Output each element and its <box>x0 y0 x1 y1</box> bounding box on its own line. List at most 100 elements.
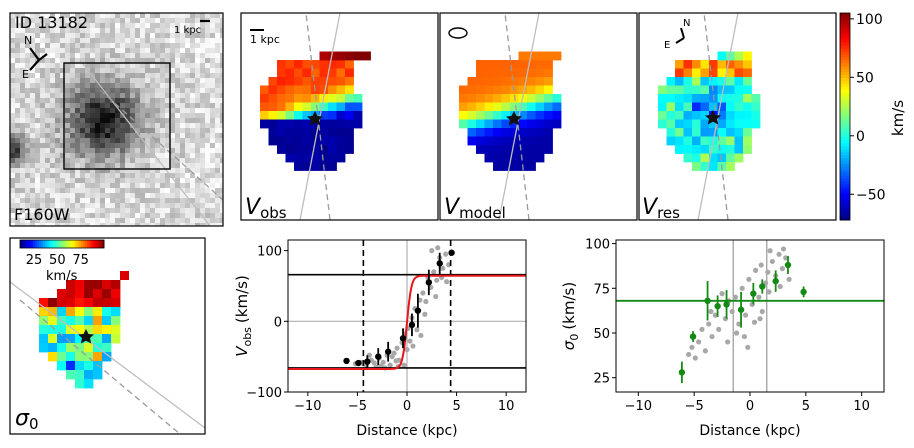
image-pixel <box>160 193 165 198</box>
image-pixel <box>215 58 220 63</box>
image-pixel <box>155 213 160 218</box>
image-pixel <box>20 83 25 88</box>
image-pixel <box>115 43 120 48</box>
vobs-pixel <box>328 162 337 171</box>
image-pixel <box>220 203 223 208</box>
image-pixel <box>140 63 145 68</box>
image-pixel <box>195 168 200 173</box>
image-pixel <box>105 198 110 203</box>
image-pixel <box>150 88 155 93</box>
image-pixel <box>35 143 40 148</box>
vobs-pixel <box>268 136 278 146</box>
image-pixel <box>50 83 55 88</box>
image-pixel <box>35 173 40 178</box>
image-pixel <box>120 63 125 68</box>
vres-pixel <box>709 119 718 129</box>
image-pixel <box>155 63 160 68</box>
image-pixel <box>220 103 223 108</box>
image-pixel <box>160 118 165 123</box>
vmodel-pixel <box>501 119 511 129</box>
image-pixel <box>30 73 35 78</box>
colorbar-segment <box>840 98 850 103</box>
image-pixel <box>55 73 60 78</box>
sigma-pixel <box>66 334 76 344</box>
image-pixel <box>145 108 150 113</box>
image-pixel <box>65 143 70 148</box>
image-pixel <box>165 93 170 98</box>
image-pixel <box>165 193 170 198</box>
image-pixel <box>95 28 100 33</box>
image-pixel <box>220 158 223 163</box>
image-pixel <box>40 153 45 158</box>
image-pixel <box>140 163 145 168</box>
image-pixel <box>100 53 105 58</box>
image-pixel <box>105 133 110 138</box>
image-pixel <box>170 193 175 198</box>
colorbar-segment <box>83 240 86 248</box>
image-pixel <box>195 33 200 38</box>
image-pixel <box>170 78 175 83</box>
image-pixel <box>190 163 195 168</box>
image-pixel <box>70 133 75 138</box>
vres-pixel <box>726 162 735 171</box>
vmodel-pixel <box>501 111 511 120</box>
colorbar-segment <box>840 160 850 165</box>
image-pixel <box>20 23 25 28</box>
image-pixel <box>145 38 150 43</box>
colorbar-segment <box>840 13 850 17</box>
image-pixel <box>20 143 25 148</box>
image-pixel <box>75 103 80 108</box>
sigma-pixel <box>84 280 94 290</box>
image-pixel <box>175 108 180 113</box>
vres-pixel <box>717 119 727 129</box>
image-pixel <box>200 63 205 68</box>
image-pixel <box>180 208 185 213</box>
image-pixel <box>210 43 215 48</box>
image-pixel <box>75 188 80 193</box>
vres-pixel <box>734 111 744 120</box>
image-pixel <box>105 103 110 108</box>
image-pixel <box>145 23 150 28</box>
image-pixel <box>65 203 70 208</box>
image-pixel <box>10 198 15 203</box>
image-pixel <box>205 213 210 218</box>
image-pixel <box>20 218 25 223</box>
image-pixel <box>115 78 120 83</box>
image-pixel <box>135 148 140 153</box>
dispersion-plot-area <box>616 240 884 392</box>
vres-pixel <box>675 136 684 146</box>
image-pixel <box>50 213 55 218</box>
image-pixel <box>105 153 110 158</box>
image-pixel <box>165 188 170 193</box>
image-pixel <box>70 88 75 93</box>
image-pixel <box>90 223 95 226</box>
image-pixel <box>90 53 95 58</box>
image-pixel <box>215 33 220 38</box>
image-pixel <box>25 113 30 118</box>
image-pixel <box>220 163 223 168</box>
image-pixel <box>110 18 115 23</box>
image-pixel <box>50 68 55 73</box>
x-tick-label: −10 <box>625 399 652 414</box>
spaxel-point <box>692 355 698 361</box>
image-pixel <box>15 63 20 68</box>
image-pixel <box>130 198 135 203</box>
image-pixel <box>140 88 145 93</box>
image-pixel <box>75 173 80 178</box>
image-pixel <box>80 98 85 103</box>
vres-pixel <box>692 128 701 137</box>
vobs-pixel <box>285 77 295 86</box>
image-pixel <box>110 143 115 148</box>
vres-pixel <box>700 136 710 146</box>
image-pixel <box>200 23 205 28</box>
image-pixel <box>15 113 20 118</box>
image-pixel <box>200 48 205 53</box>
sigma-pixel <box>57 307 67 317</box>
vobs-pixel <box>345 102 354 112</box>
image-pixel <box>10 218 15 223</box>
image-pixel <box>165 73 170 78</box>
image-pixel <box>70 73 75 78</box>
image-pixel <box>55 53 60 58</box>
image-pixel <box>210 208 215 213</box>
image-pixel <box>10 203 15 208</box>
